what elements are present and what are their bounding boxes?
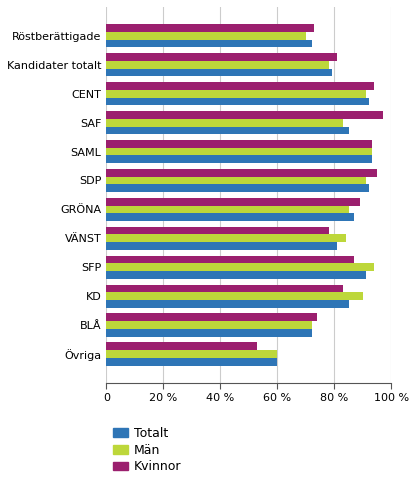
Bar xyxy=(106,61,329,69)
Bar xyxy=(106,140,371,148)
Bar xyxy=(106,53,337,61)
Bar xyxy=(106,111,383,119)
Bar xyxy=(106,127,349,135)
Bar xyxy=(106,169,377,177)
Bar xyxy=(106,350,277,358)
Bar xyxy=(106,263,374,271)
Bar xyxy=(106,24,314,32)
Bar xyxy=(106,40,312,48)
Bar xyxy=(106,32,306,40)
Bar xyxy=(106,242,337,250)
Bar xyxy=(106,285,343,292)
Bar xyxy=(106,342,258,350)
Bar xyxy=(106,271,366,279)
Bar xyxy=(106,177,366,185)
Bar xyxy=(106,82,374,90)
Bar xyxy=(106,206,349,214)
Bar xyxy=(106,185,369,192)
Bar xyxy=(106,256,354,263)
Bar xyxy=(106,235,346,242)
Bar xyxy=(106,156,371,164)
Bar xyxy=(106,313,317,321)
Bar xyxy=(106,69,332,77)
Bar xyxy=(106,119,343,127)
Legend: Totalt, Män, Kvinnor: Totalt, Män, Kvinnor xyxy=(113,427,181,473)
Bar xyxy=(106,148,371,156)
Bar xyxy=(106,358,277,366)
Bar xyxy=(106,227,329,235)
Bar xyxy=(106,214,354,221)
Bar xyxy=(106,329,312,337)
Bar xyxy=(106,198,360,206)
Bar xyxy=(106,300,349,308)
Bar xyxy=(106,98,369,106)
Bar xyxy=(106,90,366,98)
Bar xyxy=(106,321,312,329)
Bar xyxy=(106,292,363,300)
